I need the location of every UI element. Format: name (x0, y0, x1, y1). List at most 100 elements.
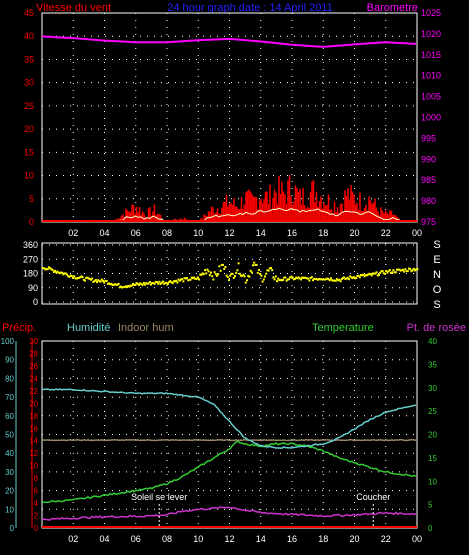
direction-point (80, 275, 83, 278)
direction-point (277, 277, 280, 280)
direction-point (87, 277, 90, 280)
direction-point (307, 277, 310, 280)
direction-point (145, 282, 148, 285)
direction-point (381, 270, 384, 273)
direction-point (278, 279, 281, 282)
direction-point (306, 277, 308, 280)
direction-point (156, 281, 158, 284)
direction-point (380, 270, 383, 273)
precip-axis-tick: 4 (34, 499, 39, 508)
x-tick-label: 06 (131, 534, 141, 544)
temperature-axis-tick: 30 (428, 384, 437, 393)
direction-point (326, 277, 329, 280)
direction-point (241, 274, 244, 277)
direction-point (68, 275, 71, 278)
direction-point (246, 279, 248, 282)
direction-point (271, 269, 274, 272)
direction-point (399, 269, 402, 272)
direction-point (297, 276, 300, 279)
baro-axis-tick: 1020 (421, 29, 441, 39)
baro-axis-tick: 985 (421, 175, 436, 185)
direction-point (256, 271, 259, 274)
temperature-axis-tick: 35 (428, 360, 437, 369)
direction-point (104, 279, 107, 282)
direction-point (184, 277, 187, 280)
direction-point (325, 278, 328, 281)
direction-point (334, 279, 337, 282)
direction-point (172, 280, 175, 283)
direction-point (151, 282, 154, 284)
direction-point (308, 279, 311, 282)
direction-point (358, 276, 361, 279)
direction-point (208, 274, 211, 277)
direction-point (270, 267, 272, 269)
x-tick-label: 20 (349, 534, 359, 544)
direction-point (63, 272, 66, 275)
direction-point (133, 284, 136, 286)
temperature-line (41, 440, 417, 504)
direction-point (242, 273, 245, 276)
direction-point (222, 263, 224, 266)
direction-axis-tick: 360 (23, 240, 38, 250)
direction-point (397, 268, 400, 271)
direction-point (386, 271, 389, 274)
direction-point (262, 278, 265, 281)
direction-point (207, 270, 210, 273)
direction-point (324, 278, 326, 281)
direction-point (373, 272, 376, 275)
direction-point (103, 281, 106, 284)
direction-point (210, 271, 212, 274)
direction-point (319, 278, 322, 281)
direction-point (93, 280, 96, 282)
direction-point (328, 279, 331, 282)
direction-axis-tick: 270 (23, 254, 38, 264)
indoor-hum-label: Indoor hum (118, 322, 174, 334)
direction-point (408, 267, 410, 270)
direction-point (327, 278, 330, 281)
direction-point (406, 270, 409, 273)
direction-point (304, 277, 307, 279)
direction-point (295, 276, 298, 279)
x-tick-label: 10 (193, 534, 203, 544)
direction-point (238, 272, 241, 275)
x-tick-label: 10 (193, 228, 203, 238)
direction-point (175, 279, 178, 282)
humidity-temperature-chart: 02 04 06 08 10 12 14 16 18 20 22 000102030405060708… (1, 337, 438, 544)
direction-point (332, 279, 335, 282)
direction-point (367, 273, 370, 276)
direction-point (108, 282, 110, 285)
direction-point (146, 282, 149, 285)
direction-point (249, 269, 252, 272)
direction-point (369, 273, 372, 276)
direction-point (166, 283, 169, 285)
direction-point (290, 275, 293, 278)
precip-axis-tick: 14 (29, 437, 38, 446)
direction-point (202, 273, 205, 276)
wind-barometer-chart: 02 04 06 08 10 12 14 16 18 20 22 000510152025303540… (24, 8, 441, 238)
direction-letter: E (433, 254, 440, 266)
direction-point (194, 277, 197, 280)
direction-point (228, 279, 230, 282)
baro-axis-tick: 1025 (421, 8, 441, 18)
direction-point (73, 275, 76, 278)
direction-point (405, 270, 408, 273)
direction-point (350, 276, 353, 279)
x-tick-label: 00 (412, 228, 422, 238)
direction-point (50, 268, 53, 271)
direction-axis-tick: 0 (33, 297, 38, 307)
direction-point (181, 278, 184, 281)
direction-point (213, 271, 216, 274)
direction-point (90, 278, 92, 281)
direction-point (54, 269, 56, 272)
direction-point (217, 273, 220, 276)
direction-point (205, 272, 208, 275)
direction-axis-tick: 180 (23, 269, 38, 279)
x-tick-label: 12 (224, 534, 234, 544)
direction-point (223, 267, 226, 270)
direction-point (60, 271, 62, 274)
direction-point (267, 269, 270, 272)
direction-point (366, 274, 368, 277)
direction-point (248, 275, 251, 278)
direction-point (344, 278, 347, 280)
direction-point (345, 277, 348, 280)
